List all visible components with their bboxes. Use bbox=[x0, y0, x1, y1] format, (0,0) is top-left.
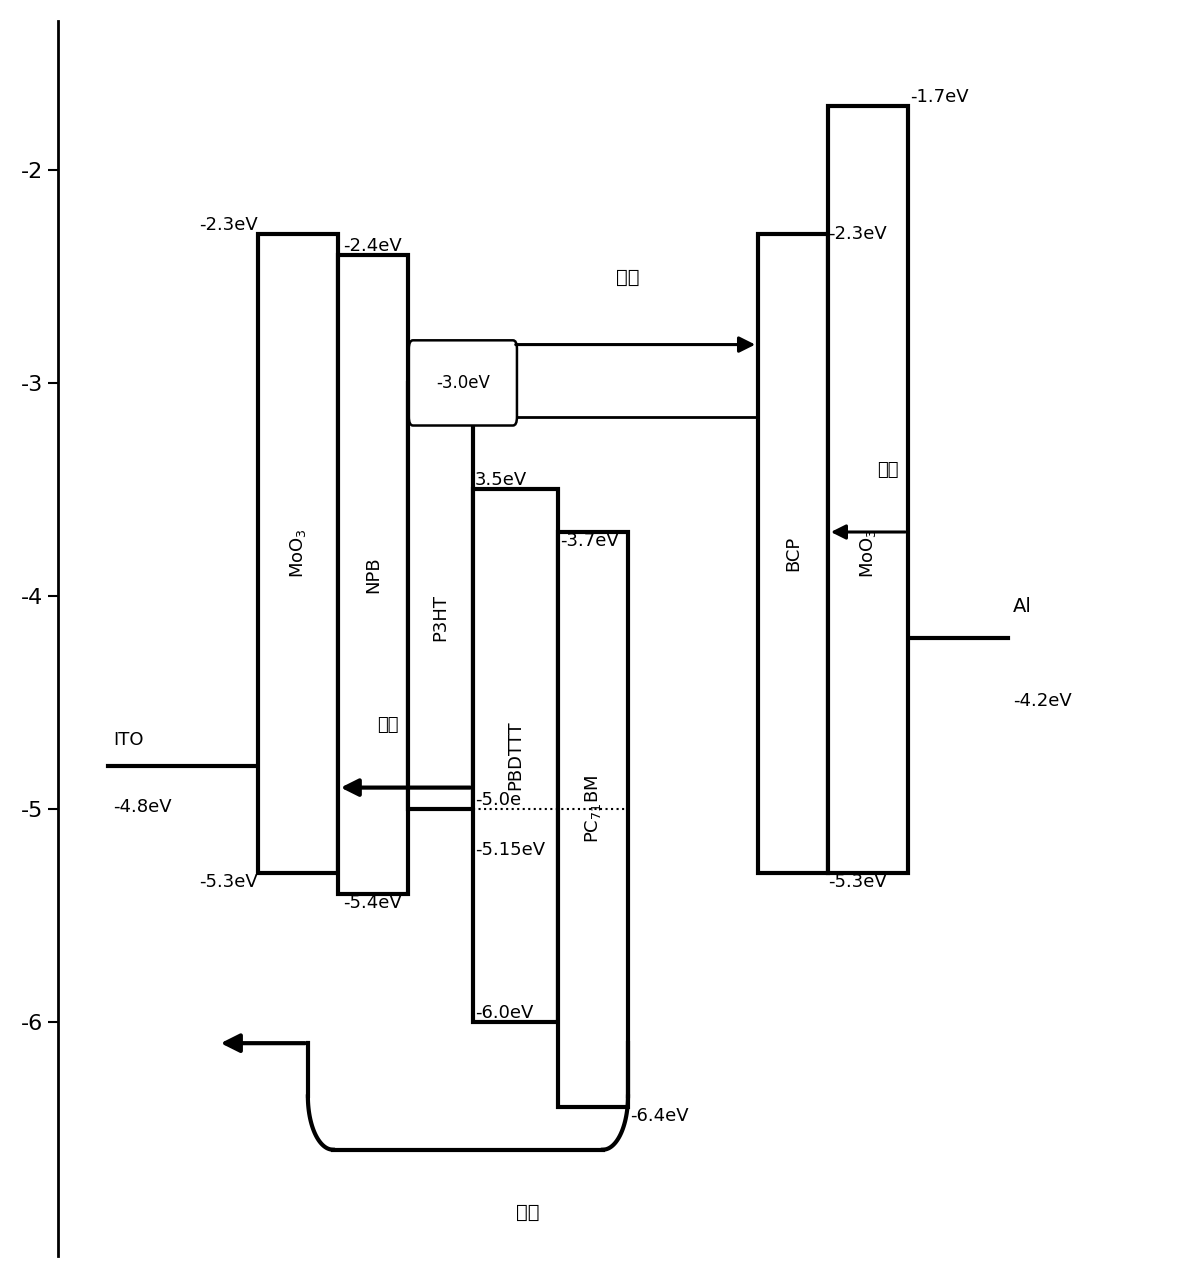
Text: -1.7eV: -1.7eV bbox=[910, 88, 969, 106]
Text: -2.3eV: -2.3eV bbox=[828, 225, 887, 243]
Text: -6.4eV: -6.4eV bbox=[630, 1107, 689, 1125]
Text: 3.5eV: 3.5eV bbox=[475, 471, 527, 489]
Text: BCP: BCP bbox=[784, 535, 802, 571]
Text: PC$_{71}$BM: PC$_{71}$BM bbox=[582, 775, 602, 843]
FancyBboxPatch shape bbox=[409, 340, 516, 425]
Text: -4.8eV: -4.8eV bbox=[113, 798, 171, 816]
Text: -5.3eV: -5.3eV bbox=[199, 872, 258, 891]
Text: -3.7eV: -3.7eV bbox=[560, 533, 619, 550]
Text: -3.0eV: -3.0eV bbox=[436, 374, 489, 392]
Text: -2.3eV: -2.3eV bbox=[199, 216, 258, 234]
Bar bbox=[473, 489, 558, 1022]
Bar bbox=[558, 533, 628, 1107]
Text: -2.4eV: -2.4eV bbox=[343, 238, 402, 255]
Text: -5.4eV: -5.4eV bbox=[343, 894, 402, 912]
Text: 电子: 电子 bbox=[877, 461, 898, 479]
Text: -6.0eV: -6.0eV bbox=[475, 1004, 533, 1022]
Text: 空穴: 空穴 bbox=[377, 716, 399, 734]
Text: ITO: ITO bbox=[113, 732, 144, 750]
Text: P3HT: P3HT bbox=[432, 594, 449, 641]
Text: -5.3eV: -5.3eV bbox=[828, 872, 887, 891]
Text: -5.15eV: -5.15eV bbox=[475, 840, 545, 859]
Text: 电子: 电子 bbox=[617, 268, 640, 287]
Bar bbox=[408, 383, 473, 808]
Text: MoO$_3$: MoO$_3$ bbox=[858, 529, 878, 578]
Text: PBDTTT: PBDTTT bbox=[507, 720, 525, 790]
Text: 空穴: 空穴 bbox=[516, 1203, 540, 1222]
Bar bbox=[758, 234, 828, 872]
Bar bbox=[338, 255, 408, 894]
Bar bbox=[828, 106, 908, 872]
Text: -5.0e: -5.0e bbox=[475, 790, 521, 808]
Text: MoO$_3$: MoO$_3$ bbox=[288, 529, 308, 578]
Text: NPB: NPB bbox=[364, 557, 382, 593]
Bar bbox=[258, 234, 338, 872]
Text: -4.2eV: -4.2eV bbox=[1013, 692, 1072, 710]
Text: Al: Al bbox=[1013, 598, 1032, 616]
